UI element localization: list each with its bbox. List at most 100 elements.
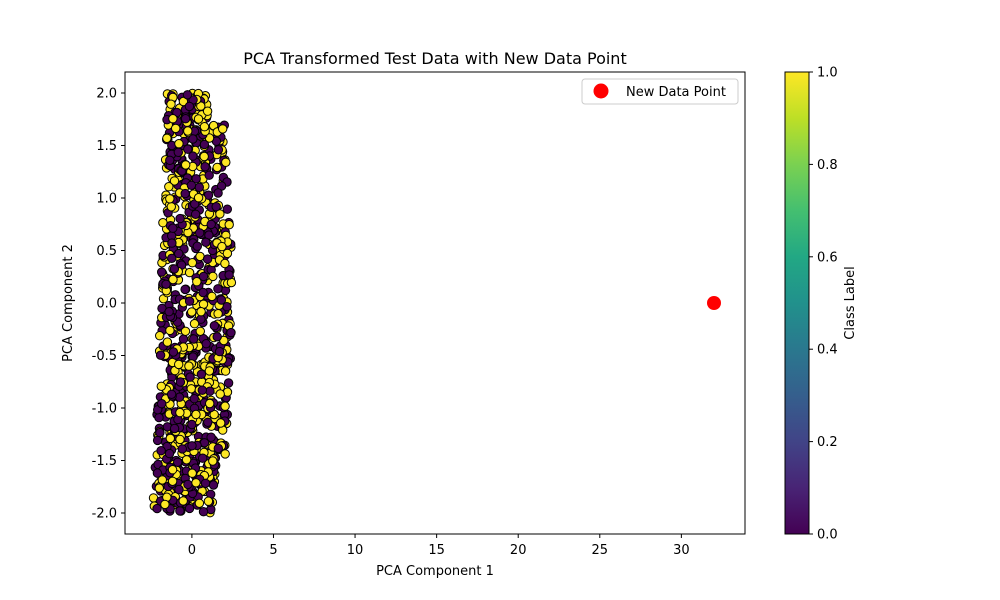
data-point (200, 478, 211, 488)
data-point (213, 145, 224, 155)
data-point (198, 507, 209, 517)
data-point (166, 202, 177, 212)
data-point (175, 213, 185, 224)
data-point (165, 325, 175, 336)
y-tick-label: 0.5 (96, 244, 117, 259)
data-point (165, 155, 175, 166)
data-point (213, 309, 223, 319)
data-point (177, 444, 188, 454)
data-point (192, 241, 203, 251)
data-point (217, 241, 227, 252)
x-tick-label: 0 (188, 543, 196, 558)
data-point (180, 114, 191, 124)
data-point (224, 270, 234, 280)
x-tick-label: 20 (510, 543, 527, 558)
data-point (174, 139, 184, 149)
data-point (220, 449, 230, 459)
data-point (193, 193, 204, 203)
data-point (195, 228, 205, 238)
data-point (168, 223, 178, 233)
data-point (213, 188, 223, 198)
data-point (223, 378, 234, 388)
data-point (165, 433, 176, 444)
data-point (174, 484, 184, 495)
data-point (216, 295, 227, 305)
data-point (186, 180, 197, 191)
data-point (189, 334, 199, 344)
data-point (169, 423, 180, 434)
colorbar-gradient (784, 71, 810, 535)
data-point (191, 174, 201, 184)
data-point (156, 381, 167, 391)
y-tick-label: 1.0 (96, 192, 117, 207)
legend: New Data Point (581, 78, 739, 105)
data-point (189, 394, 200, 404)
data-point (220, 401, 230, 411)
data-point (155, 350, 166, 360)
y-tick-label: -0.5 (92, 349, 117, 364)
data-point (155, 331, 165, 341)
y-axis-label: PCA Component 2 (61, 244, 76, 362)
data-point (162, 337, 173, 347)
data-point (182, 90, 193, 100)
data-point (173, 457, 183, 467)
data-point (212, 162, 222, 173)
colorbar-tick-label: 0.0 (817, 528, 838, 543)
new-data-point (707, 296, 721, 310)
data-point (174, 248, 184, 259)
data-point (198, 453, 208, 463)
data-point (214, 346, 225, 357)
x-axis: 0 5 10 15 20 25 30 (188, 534, 690, 558)
data-point (175, 407, 185, 418)
data-point (222, 204, 233, 214)
data-point (220, 258, 230, 269)
data-point (188, 134, 198, 144)
colorbar-label: Class Label (843, 266, 858, 339)
data-point (207, 291, 217, 302)
data-point (216, 418, 226, 428)
data-point (187, 441, 197, 451)
data-point (167, 476, 178, 486)
data-point (184, 503, 195, 514)
y-tick-label: 0.0 (96, 297, 117, 312)
data-point (199, 151, 209, 162)
data-point (164, 448, 175, 459)
data-point (200, 162, 210, 172)
legend-label: New Data Point (626, 85, 726, 100)
data-point (187, 307, 197, 317)
data-point (183, 479, 193, 490)
data-point (174, 359, 184, 370)
data-point (193, 114, 204, 124)
data-point (205, 398, 215, 409)
data-point (175, 434, 185, 445)
legend-box (581, 78, 739, 105)
x-tick-label: 25 (592, 543, 609, 558)
data-point (178, 496, 188, 506)
y-axis: -2.0 -1.5 -1.0 -0.5 0.0 0.5 1.0 1.5 2.0 (92, 87, 125, 522)
y-tick-label: -2.0 (92, 507, 117, 522)
colorbar-tick-label: 0.6 (817, 250, 838, 265)
data-point (156, 446, 166, 456)
data-point (154, 483, 165, 493)
colorbar-tick-label: 0.2 (817, 435, 838, 450)
data-point (164, 182, 174, 192)
data-point (198, 271, 209, 282)
data-point (206, 432, 216, 442)
data-point (220, 366, 231, 376)
data-point (226, 277, 237, 288)
legend-marker (593, 83, 609, 99)
data-point (169, 264, 180, 274)
data-point (181, 455, 192, 465)
data-point (171, 123, 181, 134)
data-point (184, 101, 195, 112)
data-point (184, 296, 195, 306)
y-tick-label: -1.0 (92, 402, 117, 417)
data-point (187, 419, 197, 430)
data-point (167, 465, 178, 475)
data-point (195, 326, 206, 336)
data-point (189, 319, 200, 329)
data-point (204, 170, 214, 180)
data-point (168, 347, 179, 357)
data-point (202, 254, 213, 264)
chart-title: PCA Transformed Test Data with New Data … (243, 49, 626, 68)
